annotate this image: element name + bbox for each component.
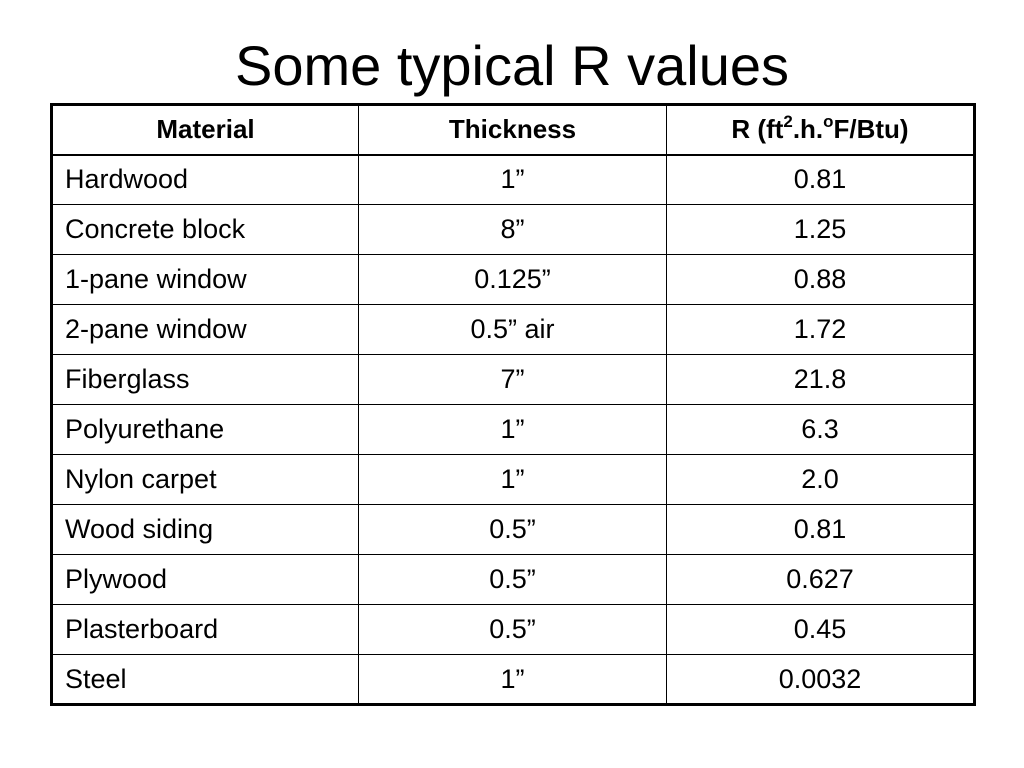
table-row: Nylon carpet 1” 2.0 — [51, 454, 975, 505]
table-row: Plasterboard 0.5” 0.45 — [51, 604, 975, 655]
r-value-cell: 1.25 — [666, 204, 975, 255]
r-value-cell: 6.3 — [666, 404, 975, 455]
column-header-thickness: Thickness — [358, 104, 667, 156]
thickness-cell: 0.5” — [358, 504, 667, 555]
r-header-superscript-2: 2 — [783, 111, 793, 131]
material-cell: Polyurethane — [51, 404, 359, 455]
r-header-superscript-degree: o — [823, 111, 834, 131]
material-cell: 1-pane window — [51, 254, 359, 305]
r-value-cell: 0.45 — [666, 604, 975, 655]
table-row: Concrete block 8” 1.25 — [51, 204, 975, 255]
r-header-middle: .h. — [792, 114, 824, 145]
material-cell: Plywood — [51, 554, 359, 605]
thickness-cell: 1” — [358, 454, 667, 505]
r-header-prefix: R (ft — [731, 114, 784, 145]
page-title: Some typical R values — [234, 34, 789, 97]
material-cell: Wood siding — [51, 504, 359, 555]
material-cell: Hardwood — [51, 154, 359, 205]
thickness-cell: 7” — [358, 354, 667, 405]
r-value-cell: 2.0 — [666, 454, 975, 505]
table-row: Hardwood 1” 0.81 — [51, 154, 975, 205]
column-header-r-value: R (ft2.h.oF/Btu) — [666, 104, 975, 156]
r-value-cell: 21.8 — [666, 354, 975, 405]
thickness-cell: 1” — [358, 654, 667, 705]
table-row: Plywood 0.5” 0.627 — [51, 554, 975, 605]
table-header-row: Material Thickness R (ft2.h.oF/Btu) — [51, 104, 975, 156]
thickness-cell: 1” — [358, 404, 667, 455]
thickness-cell: 0.125” — [358, 254, 667, 305]
table-row: Wood siding 0.5” 0.81 — [51, 504, 975, 555]
thickness-cell: 8” — [358, 204, 667, 255]
thickness-cell: 0.5” air — [358, 304, 667, 355]
table-row: 2-pane window 0.5” air 1.72 — [51, 304, 975, 355]
material-cell: Fiberglass — [51, 354, 359, 405]
r-value-cell: 0.627 — [666, 554, 975, 605]
r-value-cell: 1.72 — [666, 304, 975, 355]
column-header-material: Material — [51, 104, 359, 156]
table-row: Steel 1” 0.0032 — [51, 654, 975, 705]
r-header-suffix: F/Btu) — [833, 114, 909, 145]
thickness-cell: 1” — [358, 154, 667, 205]
thickness-cell: 0.5” — [358, 604, 667, 655]
material-cell: Plasterboard — [51, 604, 359, 655]
r-value-cell: 0.0032 — [666, 654, 975, 705]
thickness-cell: 0.5” — [358, 554, 667, 605]
material-cell: Steel — [51, 654, 359, 705]
r-values-table: Material Thickness R (ft2.h.oF/Btu) Hard… — [50, 103, 976, 706]
material-cell: Nylon carpet — [51, 454, 359, 505]
table-row: Polyurethane 1” 6.3 — [51, 404, 975, 455]
table-row: 1-pane window 0.125” 0.88 — [51, 254, 975, 305]
table-row: Fiberglass 7” 21.8 — [51, 354, 975, 405]
r-value-cell: 0.81 — [666, 504, 975, 555]
material-cell: Concrete block — [51, 204, 359, 255]
material-cell: 2-pane window — [51, 304, 359, 355]
r-value-cell: 0.81 — [666, 154, 975, 205]
r-value-cell: 0.88 — [666, 254, 975, 305]
